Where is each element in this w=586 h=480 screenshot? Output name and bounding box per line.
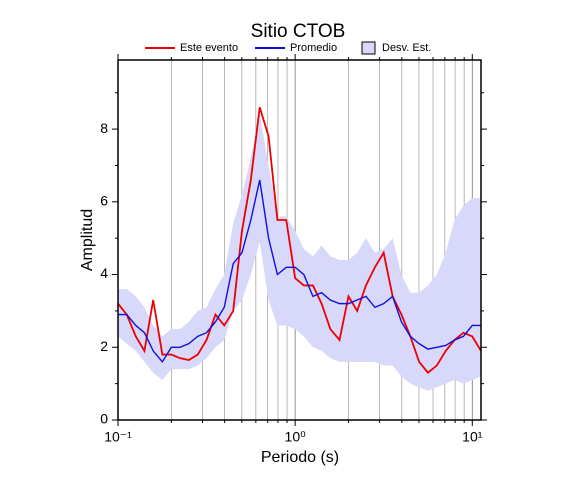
chart-title: Sitio CTOB (251, 21, 346, 42)
legend-label: Desv. Est. (382, 42, 431, 54)
y-tick-label: 0 (100, 411, 108, 427)
legend-swatch (361, 41, 376, 55)
std-band (118, 114, 481, 391)
plot-frame (117, 59, 482, 421)
x-tick-label: 10¹ (462, 429, 483, 445)
y-tick-label: 6 (100, 193, 108, 209)
x-tick-label: 10⁰ (285, 429, 307, 445)
legend-label: Este evento (180, 42, 238, 54)
series-line (118, 179, 481, 364)
y-tick-label: 2 (100, 338, 108, 354)
x-axis-label: Periodo (s) (261, 449, 339, 466)
y-axis-label: Amplitud (79, 209, 96, 271)
y-tick-label: 4 (100, 265, 108, 281)
series-line (117, 107, 482, 374)
x-tick-label: 10⁻¹ (104, 429, 132, 445)
y-tick-label: 8 (100, 120, 108, 136)
legend-label: Promedio (290, 42, 337, 54)
